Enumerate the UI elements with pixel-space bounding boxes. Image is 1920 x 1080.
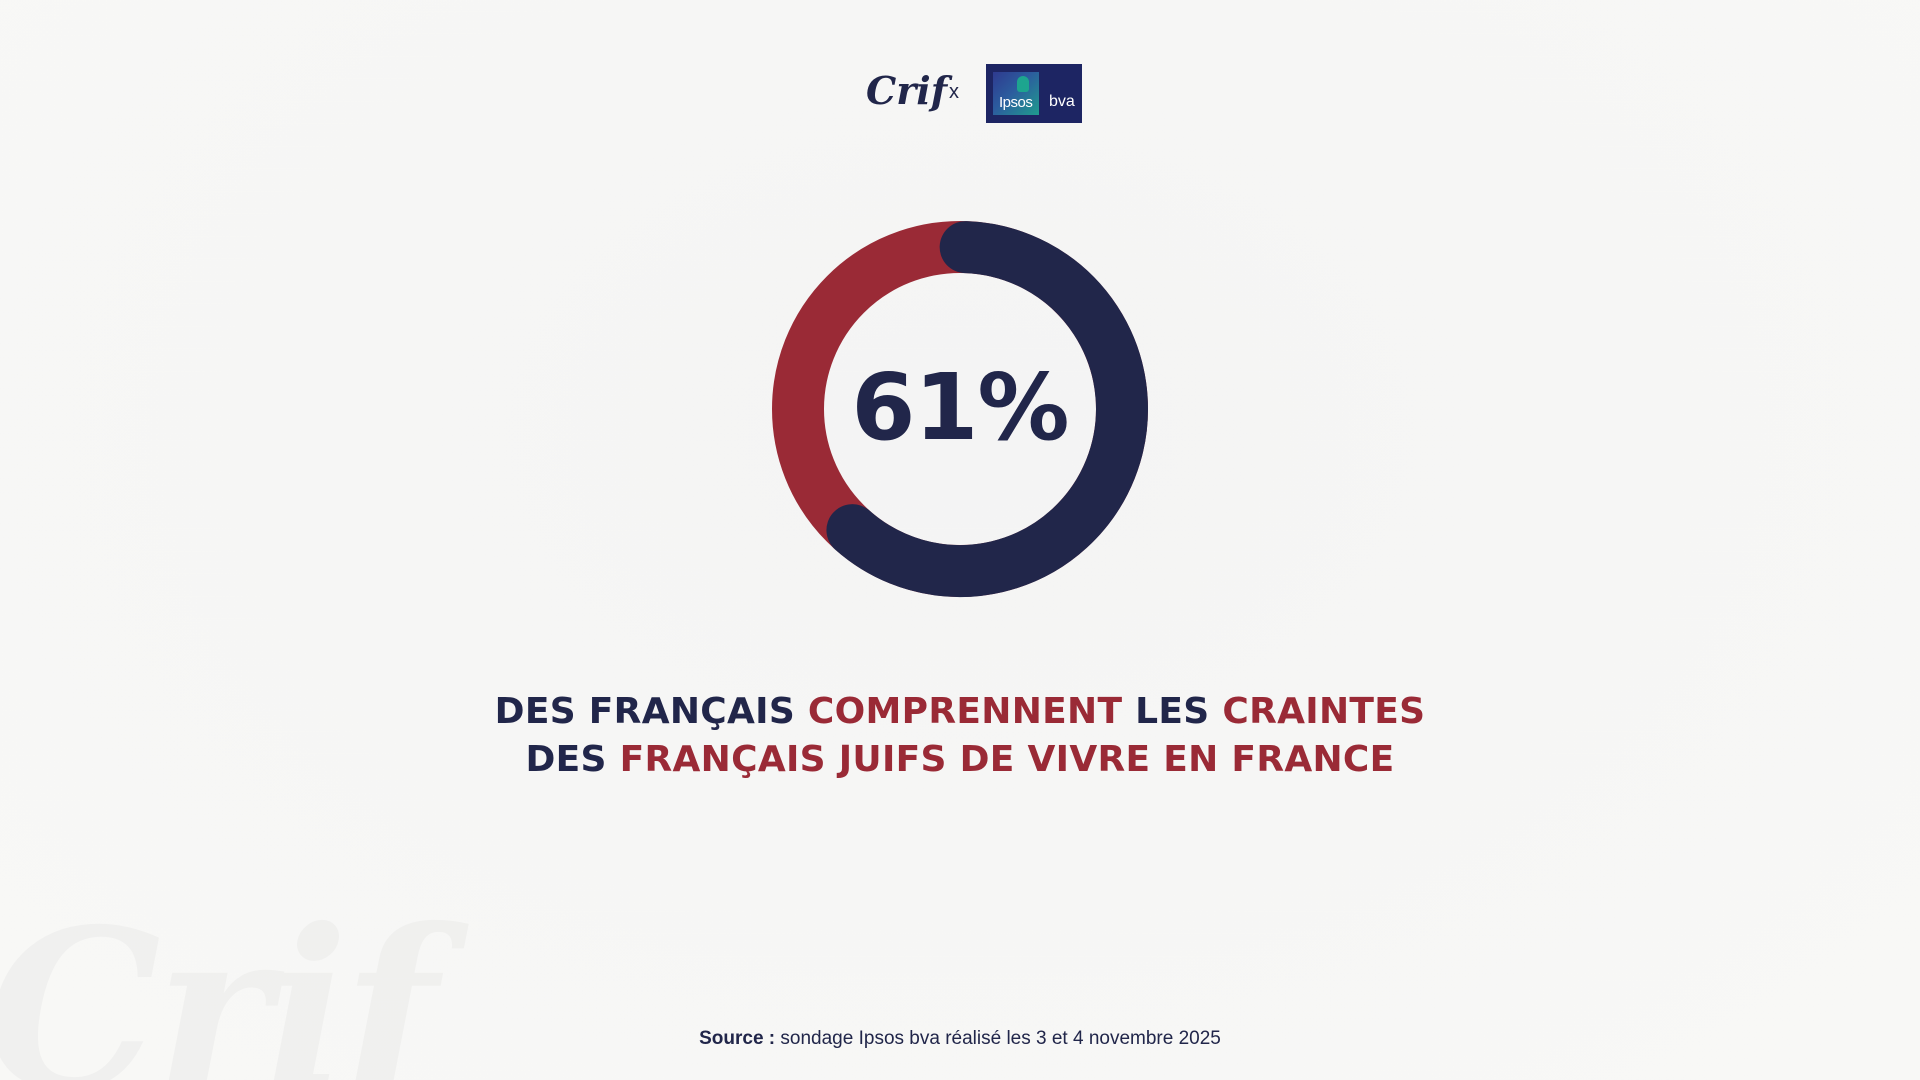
donut-center-value: 61% [851, 353, 1069, 461]
source-text: sondage Ipsos bva réalisé les 3 et 4 nov… [775, 1028, 1221, 1049]
headline-segment: FRANÇAIS JUIFS DE VIVRE EN FRANCE [619, 739, 1395, 780]
partner-logos: Crif x Ipsos bva [0, 64, 1920, 124]
headline-segment: CRAINTES [1222, 691, 1426, 732]
bva-logo-text: bva [1049, 93, 1075, 110]
ipsos-bva-logo: Ipsos bva [986, 64, 1082, 123]
headline-segment: COMPRENNENT [807, 691, 1123, 732]
headline-segment: DES FRANÇAIS [494, 691, 808, 732]
headline-segment: DES [525, 739, 620, 780]
source-note: Source : sondage Ipsos bva réalisé les 3… [560, 1027, 1360, 1051]
headline-statement: DES FRANÇAIS COMPRENNENT LES CRAINTES DE… [460, 688, 1460, 784]
donut-chart [772, 221, 1148, 597]
crif-watermark: Crif [0, 880, 437, 1080]
ipsos-logo-text: Ipsos [999, 94, 1033, 111]
source-label: Source : [699, 1028, 776, 1049]
ipsos-mark-box: Ipsos [993, 72, 1039, 115]
logo-separator: x [949, 81, 959, 103]
crif-logo: Crif [866, 68, 948, 113]
donut-slice-main [826, 221, 1148, 597]
ipsos-mark-icon [1017, 76, 1029, 92]
headline-segment: LES [1122, 691, 1223, 732]
